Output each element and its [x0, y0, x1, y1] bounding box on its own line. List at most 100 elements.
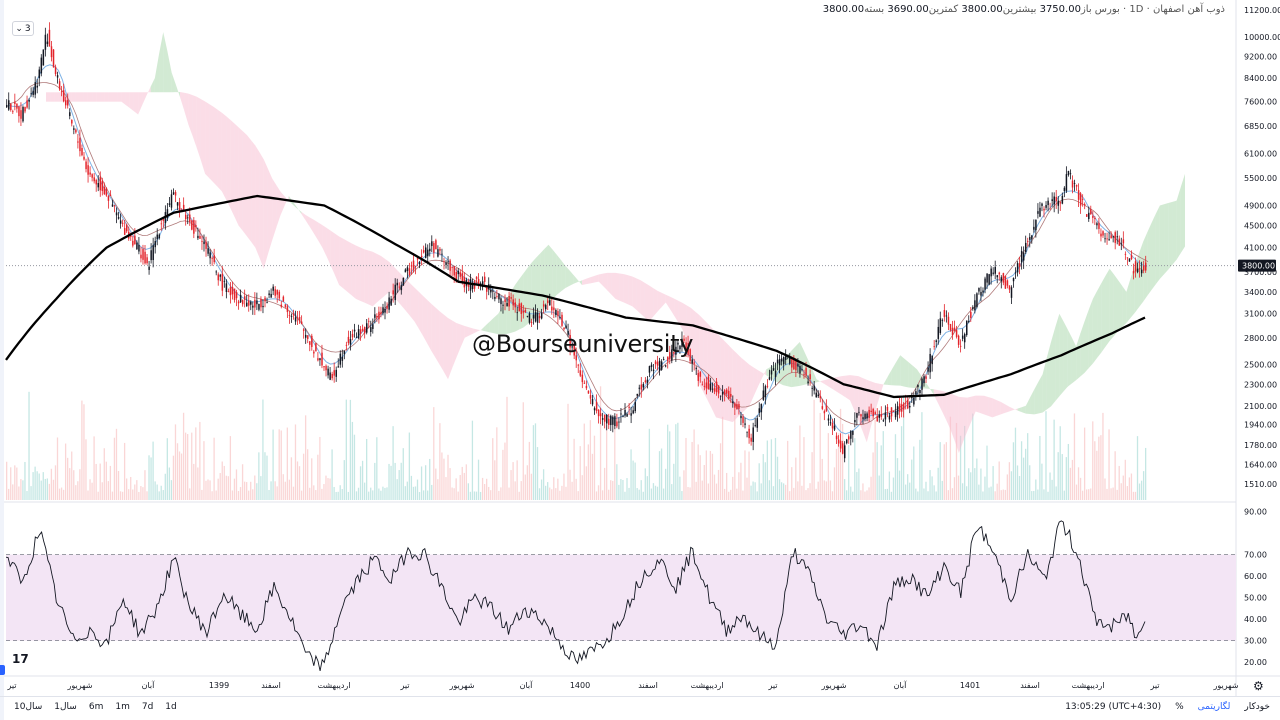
volume-bar [382, 486, 384, 500]
candle-body [392, 290, 394, 295]
cloud-segment [523, 267, 528, 328]
volume-bar [902, 395, 905, 500]
volume-bar [343, 460, 345, 500]
cloud-segment [531, 257, 536, 322]
cloud-segment [711, 327, 716, 418]
cloud-segment [850, 375, 855, 411]
candle-body [357, 329, 360, 339]
candle-body [829, 422, 832, 424]
volume-bar [528, 441, 531, 500]
candle-body [966, 320, 968, 336]
cloud-segment [1067, 329, 1072, 387]
volume-bar [762, 454, 764, 500]
volume-bar [538, 488, 541, 500]
candle-body [1059, 202, 1062, 204]
range-1y[interactable]: 1سال [54, 702, 77, 712]
candle-body [658, 360, 661, 371]
volume-bar [197, 467, 199, 500]
cloud-segment [556, 254, 562, 295]
candle-body [58, 81, 61, 90]
volume-bar [530, 473, 533, 500]
volume-bar [95, 463, 97, 500]
candle-body [170, 194, 173, 208]
candle-body [292, 313, 295, 316]
volume-bar [42, 472, 44, 500]
range-10y[interactable]: 10سال [14, 702, 43, 712]
volume-bar [351, 421, 354, 500]
volume-bar [469, 491, 472, 500]
candle-body [441, 253, 443, 255]
candle-body [1029, 237, 1031, 240]
time-axis-tick: 1399 [209, 681, 229, 690]
candle-body [1094, 217, 1096, 219]
range-1d[interactable]: 1d [165, 702, 177, 712]
volume-bar [280, 430, 282, 500]
cloud-segment [552, 249, 557, 300]
volume-bar [996, 483, 998, 500]
volume-bar [1020, 441, 1023, 500]
candle-body [189, 214, 191, 222]
candle-body [225, 283, 228, 292]
gear-icon[interactable]: ⚙ [1253, 679, 1264, 693]
volume-bar [789, 491, 791, 500]
volume-bar [1071, 459, 1074, 500]
volume-bar [652, 483, 655, 500]
volume-bar [473, 491, 476, 500]
candle-body [184, 214, 187, 220]
percent-toggle[interactable]: % [1175, 702, 1184, 712]
candle-body [553, 307, 555, 310]
candle-body [394, 284, 396, 301]
volume-bar [955, 422, 958, 500]
cloud-segment [540, 249, 545, 314]
volume-bar [616, 464, 618, 500]
cloud-segment [1147, 222, 1152, 296]
volume-bar [888, 471, 891, 500]
volume-bar [1000, 490, 1002, 500]
candle-body [349, 339, 352, 345]
tradingview-logo-icon[interactable]: 17 [12, 652, 29, 666]
volume-bar [477, 459, 480, 500]
log-toggle[interactable]: لگاریتمی [1197, 702, 1231, 712]
indicators-toggle-button[interactable]: ⌄ 3 [12, 21, 34, 36]
candle-body [1098, 222, 1100, 229]
cloud-segment [1076, 333, 1081, 381]
volume-bar [111, 491, 114, 500]
cloud-segment [159, 32, 164, 93]
volume-bar [317, 454, 319, 500]
candle-body [988, 274, 990, 285]
candle-body [941, 319, 944, 321]
range-7d[interactable]: 7d [141, 702, 154, 712]
candle-body [866, 413, 868, 419]
cloud-segment [816, 379, 821, 383]
cloud-segment [498, 306, 503, 335]
volume-bar [46, 478, 48, 500]
cloud-segment [724, 340, 729, 421]
cloud-segment [657, 290, 662, 312]
candle-body [547, 300, 549, 303]
volume-bar [246, 482, 248, 500]
volume-bar [123, 442, 126, 500]
candle-body [24, 106, 26, 112]
candle-body [896, 406, 899, 415]
range-6m[interactable]: 6m [88, 702, 104, 712]
volume-bar [662, 488, 665, 500]
volume-bar [937, 467, 939, 500]
volume-bar [1114, 451, 1116, 500]
volume-bar [56, 437, 59, 500]
cloud-segment [1009, 406, 1014, 412]
range-1m[interactable]: 1m [115, 702, 130, 712]
legend-low-label: کمترین [928, 4, 959, 15]
auto-toggle[interactable]: خودکار [1244, 702, 1270, 712]
candle-body [282, 296, 285, 302]
volume-bar [848, 445, 850, 500]
candle-body [1090, 209, 1092, 215]
left-scroll-indicator[interactable] [0, 665, 5, 675]
candle-body [825, 405, 828, 412]
cloud-segment [841, 375, 846, 398]
candle-body [587, 390, 590, 394]
price-axis-tick: 2500.00 [1244, 361, 1277, 370]
clock-timezone[interactable]: 13:05:29 (UTC+4:30) [1065, 702, 1162, 712]
volume-bar [1053, 419, 1055, 500]
